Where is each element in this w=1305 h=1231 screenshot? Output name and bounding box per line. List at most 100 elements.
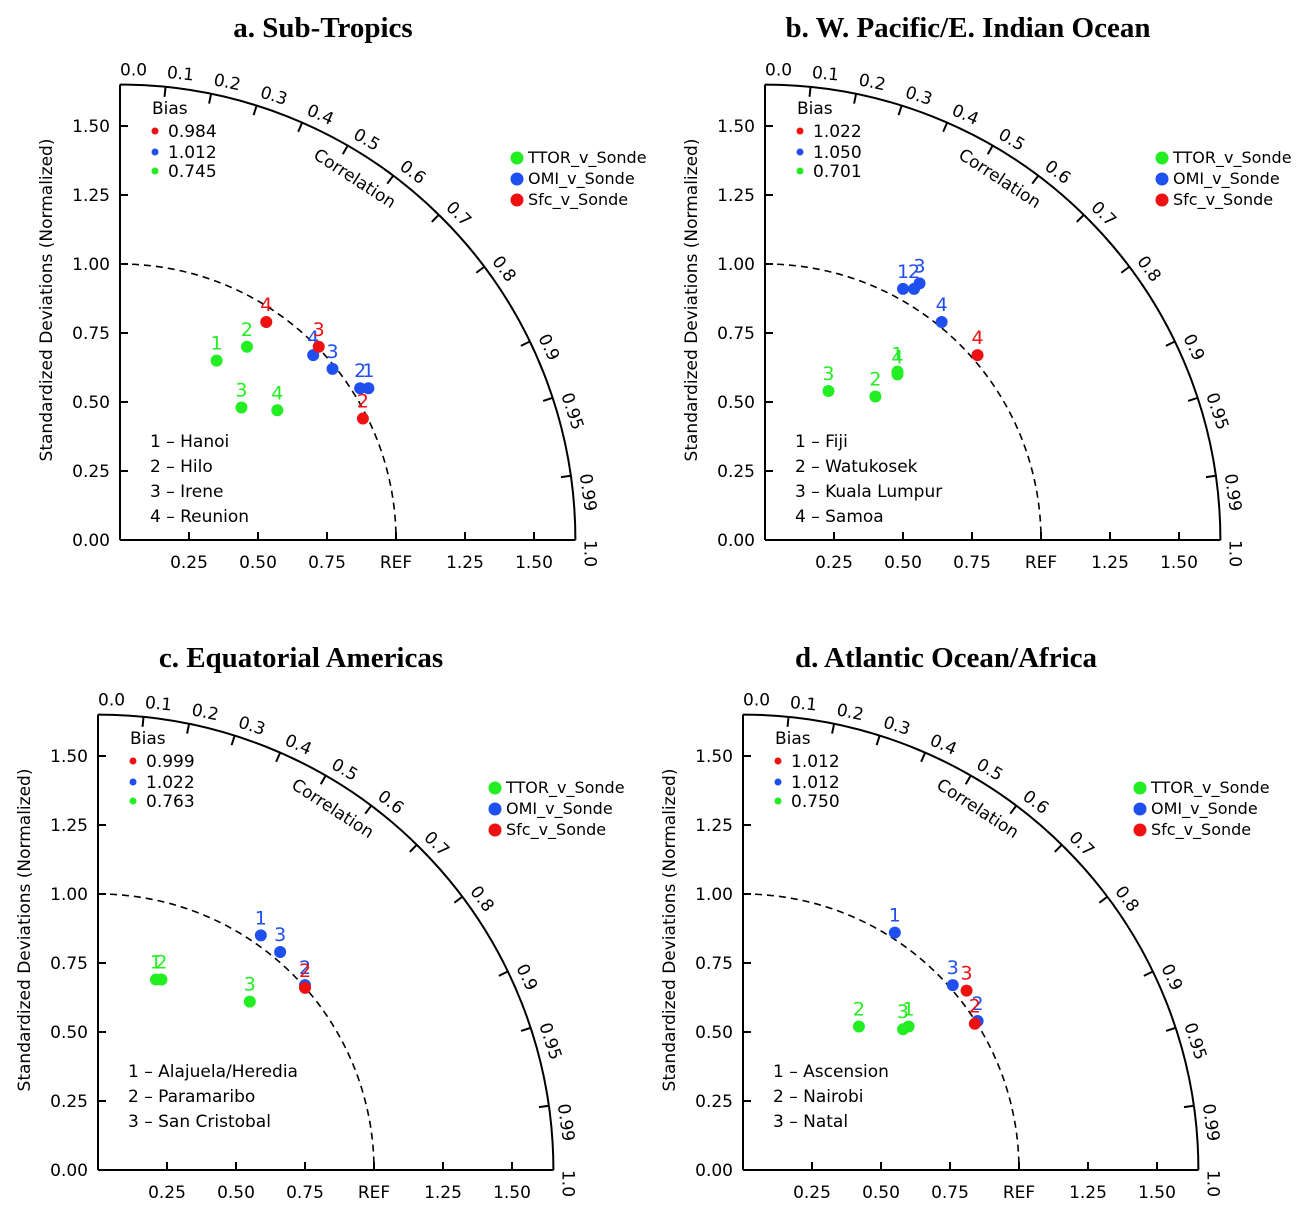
- point-label-omi-1: 1: [362, 360, 374, 382]
- legend-marker-omi: [510, 172, 524, 186]
- outer-arc: [742, 713, 1200, 1171]
- chart-title: a. Sub-Tropics: [233, 12, 412, 44]
- bias-value-omi: 1.050: [813, 143, 862, 163]
- legend-marker-sfc: [510, 193, 524, 207]
- y-tick-label: 0.50: [695, 1023, 733, 1043]
- station-entry: 2 – Watukosek: [795, 457, 918, 477]
- corr-tick-label: 1.0: [1202, 1170, 1222, 1197]
- corr-tick-label: 0.0: [743, 691, 770, 711]
- y-tick-label: 1.00: [717, 255, 755, 275]
- corr-tick-mark: [275, 752, 282, 763]
- point-sfc-2: [356, 412, 369, 425]
- station-entry: 2 – Nairobi: [773, 1087, 864, 1107]
- corr-tick-mark: [186, 723, 191, 734]
- point-label-ttor-1: 1: [150, 952, 162, 974]
- corr-tick-label: 0.2: [212, 70, 242, 95]
- x-tick-label: REF: [380, 553, 412, 573]
- outer-arc: [119, 83, 577, 541]
- legend-entry-omi: OMI_v_Sonde: [506, 799, 613, 819]
- outer-arc: [764, 83, 1222, 541]
- y-tick-label: 0.75: [717, 324, 755, 344]
- station-entry: 3 – San Cristobal: [128, 1112, 271, 1132]
- bias-marker-sfc: [796, 127, 804, 135]
- correlation-label: Correlation: [310, 145, 400, 213]
- point-label-ttor-4: 4: [891, 346, 903, 368]
- station-entry: 1 – Alajuela/Heredia: [128, 1062, 298, 1082]
- corr-tick-mark: [1031, 175, 1040, 185]
- point-label-sfc-2: 2: [969, 996, 981, 1018]
- point-label-omi-3: 3: [274, 924, 286, 946]
- station-entry: 4 – Reunion: [150, 507, 249, 527]
- bias-value-sfc: 0.999: [146, 752, 195, 772]
- corr-tick-mark: [386, 175, 395, 185]
- legend-entry-ttor: TTOR_v_Sonde: [505, 778, 625, 798]
- legend-marker-omi: [488, 802, 502, 816]
- point-label-omi-2: 2: [908, 261, 920, 283]
- point-label-sfc-2: 2: [357, 391, 369, 413]
- legend-entry-ttor: TTOR_v_Sonde: [527, 148, 647, 168]
- point-ttor-4: [891, 368, 904, 381]
- corr-tick-label: 0.8: [1111, 882, 1143, 916]
- legend-marker-omi: [1155, 172, 1169, 186]
- y-tick-label: 1.50: [695, 747, 733, 767]
- point-label-ttor-3: 3: [897, 1001, 909, 1023]
- corr-tick-label: 0.1: [166, 63, 195, 86]
- y-tick-label: 0.25: [72, 462, 110, 482]
- corr-tick-label: 0.6: [1041, 157, 1075, 189]
- point-label-omi-2: 2: [972, 993, 984, 1015]
- corr-tick-mark: [1054, 844, 1063, 853]
- corr-tick-mark: [1205, 474, 1216, 479]
- y-tick-label: 0.75: [72, 324, 110, 344]
- corr-tick-label: 0.3: [881, 713, 913, 740]
- x-tick-label: 0.75: [931, 1183, 969, 1203]
- chart-title: d. Atlantic Ocean/Africa: [795, 642, 1098, 674]
- x-tick-label: 1.25: [1091, 553, 1129, 573]
- legend-entry-sfc: Sfc_v_Sonde: [1151, 820, 1251, 840]
- point-omi-1: [362, 382, 375, 395]
- point-label-omi-1: 1: [255, 907, 267, 929]
- bias-value-sfc: 0.984: [168, 122, 217, 142]
- correlation-label: Correlation: [933, 775, 1023, 843]
- point-label-ttor-3: 3: [244, 974, 256, 996]
- correlation-label: Correlation: [288, 775, 378, 843]
- point-label-omi-3: 3: [914, 255, 926, 277]
- corr-tick-label: 0.7: [420, 828, 453, 861]
- point-omi-3: [326, 362, 339, 375]
- corr-tick-label: 0.0: [98, 691, 125, 711]
- corr-tick-label: 0.1: [144, 693, 173, 716]
- point-omi-1: [888, 926, 901, 939]
- taylor-panel-atlantic-africa: d. Atlantic Ocean/Africa 0.00 0.25 0.50 0.75…: [623, 630, 1275, 1231]
- corr-tick-label: 0.99: [553, 1102, 578, 1142]
- corr-tick-label: 0.99: [1198, 1102, 1223, 1142]
- y-tick-label: 0.75: [695, 954, 733, 974]
- corr-tick-label: 1.0: [579, 540, 599, 567]
- corr-tick-mark: [1183, 1104, 1194, 1109]
- corr-tick-mark: [498, 970, 509, 977]
- corr-tick-mark: [431, 214, 440, 223]
- y-tick-label: 0.50: [72, 393, 110, 413]
- station-entry: 1 – Ascension: [773, 1062, 889, 1082]
- x-tick-label: 0.75: [953, 553, 991, 573]
- corr-tick-label: 1.0: [1224, 540, 1244, 567]
- legend-entry-sfc: Sfc_v_Sonde: [1173, 190, 1273, 210]
- point-sfc-3: [960, 984, 973, 997]
- corr-tick-mark: [897, 105, 903, 116]
- y-axis-label: Standardized Deviations (Normalized): [660, 769, 680, 1092]
- bias-marker-sfc: [129, 757, 137, 765]
- legend-marker-sfc: [1155, 193, 1169, 207]
- y-tick-label: 1.00: [50, 885, 88, 905]
- point-label-sfc-4: 4: [971, 327, 983, 349]
- station-entry: 1 – Hanoi: [150, 432, 229, 452]
- point-label-ttor-2: 2: [853, 998, 865, 1020]
- y-tick-label: 0.25: [50, 1092, 88, 1112]
- station-entry: 4 – Samoa: [795, 507, 884, 527]
- point-label-sfc-2: 2: [299, 960, 311, 982]
- y-tick-label: 0.00: [50, 1161, 88, 1181]
- point-label-ttor-2: 2: [241, 319, 253, 341]
- corr-tick-label: 0.7: [442, 198, 475, 231]
- bias-marker-sfc: [151, 127, 159, 135]
- corr-tick-mark: [1165, 340, 1176, 347]
- point-label-omi-3: 3: [947, 957, 959, 979]
- corr-tick-mark: [986, 145, 994, 155]
- corr-tick-label: 0.2: [190, 700, 220, 725]
